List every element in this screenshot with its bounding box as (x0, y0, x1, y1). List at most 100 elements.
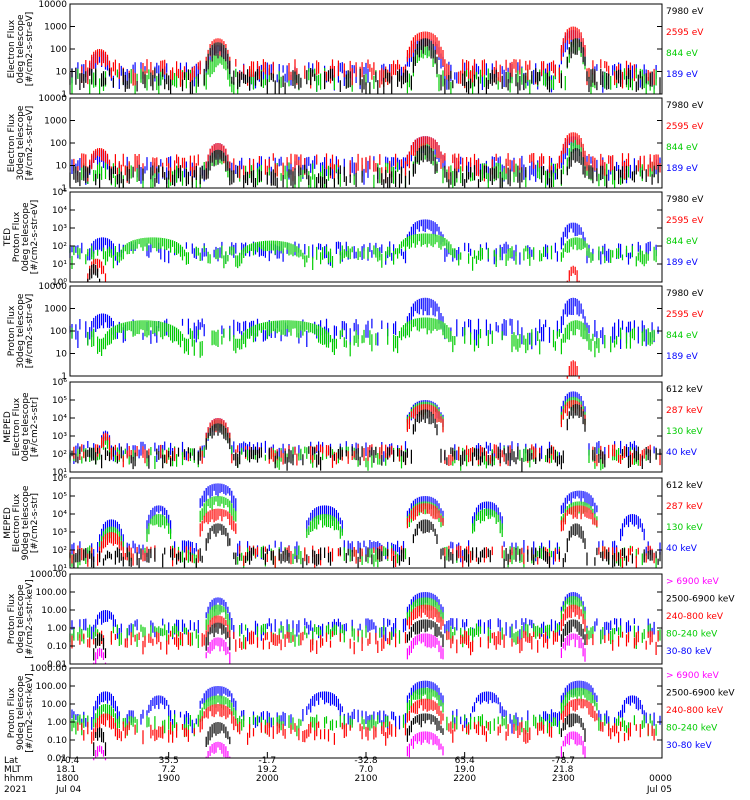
series-trace (93, 731, 586, 761)
legend-entry: 189 eV (666, 258, 699, 268)
series-844-ev (71, 317, 655, 358)
x-tick-label: 19.2 (257, 765, 277, 775)
series-trace (87, 264, 101, 282)
legend-entry: 189 eV (666, 70, 699, 80)
legend-entry: 80-240 keV (666, 630, 718, 640)
legend-entry: > 6900 keV (666, 577, 720, 587)
legend-entry: 130 keV (666, 427, 703, 437)
y-tick-label: 10⁵ (52, 492, 67, 502)
y-tick-label: 1 (61, 184, 67, 194)
y-axis-label: [#/cm2-s-str] (30, 397, 40, 457)
x-tick-label: -1.7 (259, 756, 277, 766)
y-tick-label: 10000 (38, 94, 67, 104)
y-tick-label: 0.10 (47, 642, 67, 652)
y-axis-label: 0deg telescope (21, 202, 31, 272)
y-axis-label: [#/cm2-s-str-eV] (30, 200, 40, 275)
legend-entry: 189 eV (666, 352, 699, 362)
y-tick-label: 10000 (38, 282, 67, 292)
y-tick-label: 10¹ (52, 260, 67, 270)
y-axis-label: [#/cm2-s-str-eV] (25, 12, 35, 87)
series-2500-6900-kev (93, 713, 586, 756)
y-tick-label: 10² (52, 450, 67, 460)
y-tick-label: 10³ (52, 528, 67, 538)
legend-entry: 189 eV (666, 164, 699, 174)
series-287-kev (73, 400, 661, 468)
series--6900-kev (93, 633, 586, 664)
series-trace (73, 400, 661, 468)
x-tick-label: 18.1 (56, 765, 76, 775)
series-trace (71, 687, 657, 738)
y-tick-label: 10 (56, 162, 68, 172)
x-tick-label: 65.4 (455, 756, 475, 766)
series-2595-ev (87, 258, 580, 282)
x-row-label: MLT (4, 765, 22, 775)
y-tick-label: 10⁶ (52, 474, 67, 484)
panel-frame (69, 573, 663, 665)
y-tick-label: 10⁶ (52, 378, 67, 388)
series-trace (93, 713, 586, 756)
y-tick-label: 0.01 (47, 660, 67, 670)
legend-entry: 40 keV (666, 448, 698, 458)
y-axis-label: [#/cm2-s-str-eV] (25, 294, 35, 369)
y-axis-label: [#/cm2-s-str-eV] (25, 106, 35, 181)
legend-entry: 2595 eV (666, 310, 704, 320)
y-tick-label: 1.00 (47, 718, 67, 728)
series-2595-ev (566, 360, 580, 379)
y-tick-label: 1 (61, 90, 67, 100)
legend-entry: 80-240 keV (666, 724, 718, 734)
y-tick-label: 1000 (44, 23, 67, 33)
legend-entry: 30-80 keV (666, 647, 712, 657)
y-axis-label: 30deg telescope (16, 105, 26, 180)
series-40-kev (69, 391, 657, 465)
x-tick-label: -32.8 (354, 756, 378, 766)
x-tick-label: -78.7 (552, 756, 575, 766)
panel-2: 1 10 100 1000 10000 Electron Flux 30deg telesc… (7, 94, 704, 194)
x-tick-label: 2200 (453, 774, 476, 784)
series-130-kev (69, 396, 657, 471)
series-trace (69, 396, 657, 471)
y-axis-label: Proton Flux (7, 687, 17, 738)
panel-frame (69, 191, 663, 283)
y-axis-label: 0deg telescope (16, 584, 26, 654)
y-tick-label: 0.10 (47, 736, 67, 746)
series-trace (93, 619, 586, 661)
y-axis-label: [#/cm2-s-str-keV] (25, 673, 35, 752)
y-axis-label: Electron Flux (12, 397, 22, 456)
legend-entry: 7980 eV (666, 195, 704, 205)
series-844-ev (69, 233, 657, 271)
panel-8: 0.01 0.10 1.00 10.00 100.00 1000.00 Proton Flu… (7, 664, 735, 764)
series-trace (71, 604, 659, 656)
y-tick-label: 1000.00 (30, 664, 67, 674)
panel-7: 0.01 0.10 1.00 10.00 100.00 1000.00 Proton Flu… (7, 570, 735, 670)
panel-3: 10⁰ 10¹ 10² 10³ 10⁴ 10⁵ TED Proton Flux 0deg tel… (3, 188, 704, 288)
series-130-kev (69, 496, 657, 568)
y-tick-label: 10.00 (41, 606, 67, 616)
x-tick-label: Jul 04 (55, 785, 81, 795)
series-trace (69, 233, 657, 271)
series-trace (69, 219, 657, 266)
y-tick-label: 100 (50, 327, 67, 337)
y-tick-label: 1 (61, 372, 67, 382)
series-7980-ev (87, 264, 101, 282)
x-tick-label: 2100 (355, 774, 378, 784)
y-tick-label: 10.00 (41, 700, 67, 710)
x-tick-label: 0000 (649, 774, 672, 784)
panel-frame (69, 381, 663, 473)
y-tick-label: 100.00 (36, 682, 68, 692)
y-axis-label: Proton Flux (12, 211, 22, 262)
x-tick-label: 2000 (256, 774, 279, 784)
legend-entry: > 6900 keV (666, 671, 720, 681)
y-tick-label: 10¹ (52, 564, 67, 574)
y-axis-label: Electron Flux (12, 493, 22, 552)
series-trace (566, 360, 580, 379)
series-80-240-kev (71, 687, 657, 738)
panel-1: 1 10 100 1000 10000 Electron Flux 0deg telesco… (7, 0, 704, 100)
y-axis-label: 30deg telescope (16, 293, 26, 368)
series-trace (77, 698, 655, 746)
y-tick-label: 100 (50, 139, 67, 149)
legend-entry: 30-80 keV (666, 741, 712, 751)
y-tick-label: 10² (52, 242, 67, 252)
x-row-label: hhmm (4, 774, 33, 784)
y-tick-label: 10⁴ (52, 414, 67, 424)
y-tick-label: 10 (56, 350, 68, 360)
